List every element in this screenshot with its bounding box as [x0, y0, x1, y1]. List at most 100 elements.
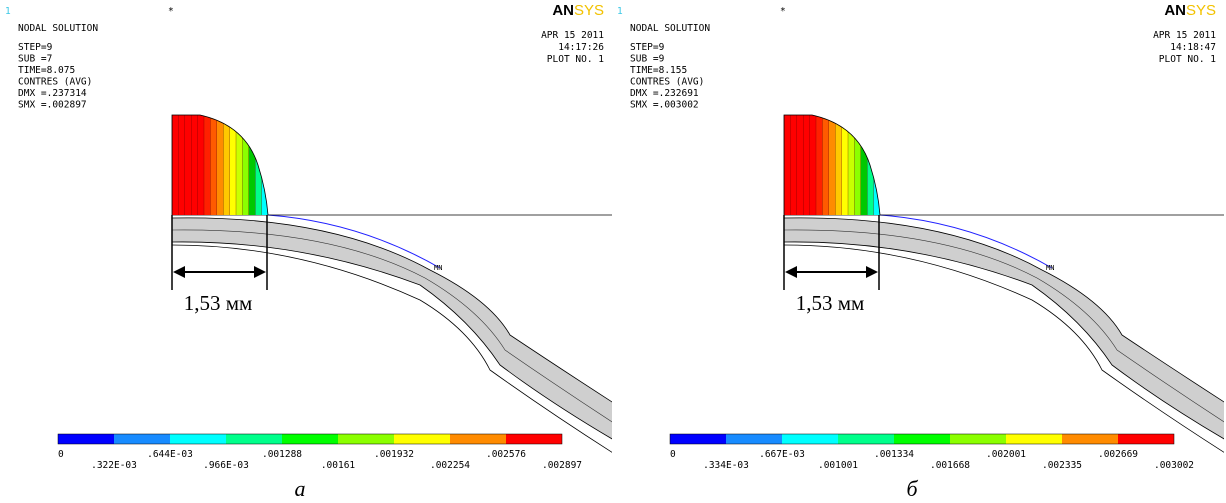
info-line: DMX =.237314 — [18, 88, 87, 99]
contour-band — [236, 110, 243, 220]
shell — [784, 218, 1226, 455]
legend-bin — [506, 434, 562, 444]
legend-label: 0 — [58, 449, 64, 460]
legend-bin — [782, 434, 838, 444]
legend-label: .002669 — [1098, 449, 1138, 460]
legend-label: .644E-03 — [147, 449, 193, 460]
contour — [172, 110, 269, 220]
contour-band — [178, 110, 185, 220]
legend-label: .334E-03 — [703, 460, 749, 471]
info-line: STEP=9 — [18, 42, 53, 53]
contour — [784, 110, 881, 220]
logo: ANSYS — [552, 2, 604, 19]
plot-number: PLOT NO. 1 — [547, 54, 604, 65]
legend-bin — [670, 434, 726, 444]
date: APR 15 2011 — [1153, 30, 1216, 41]
contour-band — [842, 110, 849, 220]
mn-label: MN — [434, 264, 442, 272]
dimension-label: 1,53 мм — [184, 291, 253, 315]
contour-band — [230, 110, 237, 220]
contour-band — [784, 110, 791, 220]
shell — [172, 218, 640, 455]
dimension-label: 1,53 мм — [796, 291, 865, 315]
title: NODAL SOLUTION — [630, 23, 710, 34]
info-line: SUB =7 — [18, 54, 52, 65]
legend-bin — [1118, 434, 1174, 444]
legend-bin — [450, 434, 506, 444]
legend-label: .322E-03 — [91, 460, 137, 471]
title: NODAL SOLUTION — [18, 23, 98, 34]
contour-band — [797, 110, 804, 220]
info-line: SMX =.003002 — [630, 100, 699, 111]
logo-sys: SYS — [1186, 2, 1216, 19]
legend-label: .002001 — [986, 449, 1026, 460]
arrow-head — [866, 266, 878, 278]
legend-bin — [170, 434, 226, 444]
contour-band — [249, 110, 256, 220]
legend-label: .003002 — [1154, 460, 1194, 471]
legend-bin — [950, 434, 1006, 444]
contour-band — [262, 110, 269, 220]
logo-an: AN — [552, 2, 574, 19]
info-line: TIME=8.075 — [18, 65, 75, 76]
contour-band — [816, 110, 823, 220]
info-line: DMX =.232691 — [630, 88, 699, 99]
legend-label: .966E-03 — [203, 460, 249, 471]
date: APR 15 2011 — [541, 30, 604, 41]
legend-bin — [114, 434, 170, 444]
mn-label: MN — [1046, 264, 1054, 272]
legend-bin — [338, 434, 394, 444]
contour-band — [198, 110, 205, 220]
legend-label: .001668 — [930, 460, 970, 471]
contour-band — [854, 110, 861, 220]
legend-label: .002897 — [542, 460, 582, 471]
legend-label: .001932 — [374, 449, 414, 460]
legend-label: .00161 — [321, 460, 356, 471]
corner-number: 1 — [617, 6, 623, 17]
logo: ANSYS — [1164, 2, 1216, 19]
star: * — [168, 6, 174, 17]
contour-band — [242, 110, 249, 220]
contour-band — [867, 110, 874, 220]
legend-bin — [1062, 434, 1118, 444]
info-line: SMX =.002897 — [18, 100, 87, 111]
caption: а — [295, 476, 306, 501]
contour-band — [861, 110, 868, 220]
figure: 1*NODAL SOLUTIONSTEP=9SUB =7TIME=8.075CO… — [0, 0, 1226, 503]
contour-band — [255, 110, 262, 220]
legend-label: .001001 — [818, 460, 858, 471]
contour-band — [204, 110, 211, 220]
time: 14:17:26 — [558, 42, 604, 53]
info-line: CONTRES (AVG) — [18, 77, 92, 88]
legend-bin — [838, 434, 894, 444]
panel-plot: 1*NODAL SOLUTIONSTEP=9SUB =9TIME=8.155CO… — [617, 2, 1226, 471]
info-line: STEP=9 — [630, 42, 665, 53]
time: 14:18:47 — [1170, 42, 1216, 53]
caption: б — [906, 476, 918, 501]
legend-label: .002254 — [430, 460, 470, 471]
contour-band — [829, 110, 836, 220]
info-line: CONTRES (AVG) — [630, 77, 704, 88]
contour-band — [172, 110, 179, 220]
arrow-head — [785, 266, 797, 278]
plot-number: PLOT NO. 1 — [1159, 54, 1216, 65]
legend-bin — [282, 434, 338, 444]
legend-bin — [394, 434, 450, 444]
logo-sys: SYS — [574, 2, 604, 19]
legend-label: 0 — [670, 449, 676, 460]
legend-label: .002335 — [1042, 460, 1082, 471]
arrow-head — [173, 266, 185, 278]
legend-bin — [226, 434, 282, 444]
contour-band — [191, 110, 198, 220]
legend-label: .002576 — [486, 449, 526, 460]
contour-band — [210, 110, 217, 220]
contour-band — [185, 110, 192, 220]
legend-bin — [726, 434, 782, 444]
legend-label: .001334 — [874, 449, 914, 460]
contour-band — [790, 110, 797, 220]
contour-band — [848, 110, 855, 220]
legend-bin — [894, 434, 950, 444]
